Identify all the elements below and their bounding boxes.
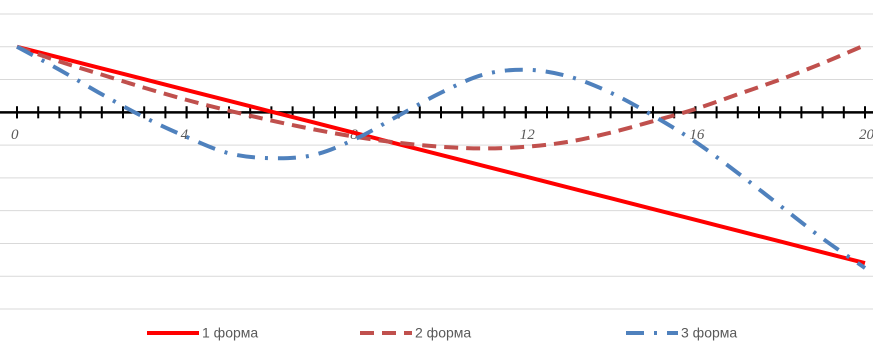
series-line — [16, 45, 867, 270]
x-tick-label: 16 — [689, 127, 705, 143]
legend-label: 2 форма — [415, 325, 471, 341]
x-tick-label: 4 — [181, 127, 189, 143]
legend-label: 1 форма — [202, 325, 258, 341]
legend-label: 3 форма — [681, 325, 737, 341]
series-line — [16, 43, 866, 151]
x-tick-label: 12 — [520, 127, 536, 143]
x-tick-label: 20 — [859, 127, 873, 143]
x-tick-label: 0 — [11, 127, 19, 143]
series-line — [16, 44, 866, 266]
